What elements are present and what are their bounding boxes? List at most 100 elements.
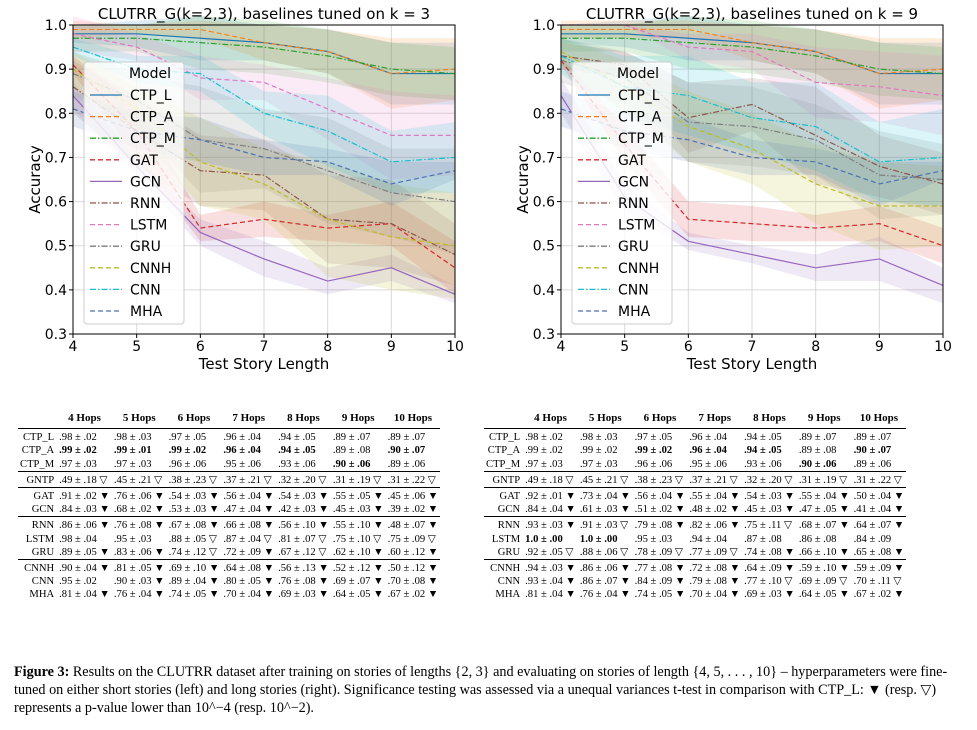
chart1-legend-label-rnn: RNN bbox=[618, 196, 649, 212]
table-cell: .96 ± .04 bbox=[689, 445, 727, 457]
table-cell: .31 ± .22 ▽ bbox=[851, 470, 907, 488]
chart0-ytick-label: 0.6 bbox=[45, 195, 67, 211]
chart1-band-gat bbox=[561, 55, 943, 264]
results-table-left: 4 Hops 5 Hops 6 Hops 7 Hops 8 Hops 9 Hops 10 H… bbox=[18, 412, 441, 602]
chart1-title: CLUTRR_G(k=2,3), baselines tuned on k = … bbox=[586, 5, 918, 24]
table-cell: .67 ± .02 ▼ bbox=[387, 589, 439, 601]
chart0-band-ctp-m bbox=[73, 16, 455, 101]
chart-left-svg: 4 5 6 7 8 9 10 0.3 0.4 0.5 0.6 0.7 0.8 0.9 1.0 CLUTRR_G… bbox=[26, 5, 464, 373]
table-cell: .93 ± .04 ▼ bbox=[525, 576, 576, 588]
chart1-legend: Model CTP_L CTP_A CTP_M GAT GCN RNN LSTM GRU CNNH… bbox=[571, 61, 673, 325]
table-row: LSTM .98 ± .04 .95 ± .03 .88 ± .05 ▽ .87 ± .… bbox=[18, 533, 440, 546]
table-cell: .70 ± .04 ▼ bbox=[223, 589, 275, 601]
table-row: CNN .93 ± .04 ▼ .86 ± .07 ▼ .84 ± .09 ▼ .79 … bbox=[484, 575, 906, 588]
chart1-xlabel: Test Story Length bbox=[686, 355, 817, 373]
chart1-legend-label-ctp-m: CTP_M bbox=[618, 131, 664, 147]
table-cell: .93 ± .06 bbox=[278, 458, 316, 470]
chart0-legend-label-mha: MHA bbox=[130, 304, 163, 320]
chart1-band-ctp-l bbox=[561, 16, 943, 105]
chart0-band-lstm bbox=[73, 16, 455, 180]
chart0-legend-box bbox=[83, 61, 185, 325]
chart1-band-ctp-a bbox=[561, 20, 943, 109]
table-cell: .52 ± .12 ▼ bbox=[330, 559, 386, 576]
table-row-label: CNN bbox=[31, 576, 55, 588]
chart0-legend-label-ctp-m: CTP_M bbox=[130, 131, 176, 147]
chart1-ytick-label: 0.5 bbox=[533, 239, 555, 255]
table-row-label: GRU bbox=[497, 546, 521, 558]
table-row: CTP_A .99 ± .02 .99 ± .02 .99 ± .02 .96 ± .0… bbox=[484, 444, 906, 457]
table-cell: .69 ± .03 ▼ bbox=[744, 589, 795, 601]
table1-header-cell: 7 Hops bbox=[687, 412, 743, 430]
table-row-label: MHA bbox=[495, 589, 521, 601]
table-row: RNN .86 ± .06 ▼ .76 ± .08 ▼ .67 ± .08 ▼ .66 … bbox=[18, 516, 441, 533]
table-cell: .76 ± .08 ▼ bbox=[111, 516, 167, 533]
chart0-legend-label-ctp-l: CTP_L bbox=[130, 88, 172, 104]
table-cell: .81 ± .07 ▽ bbox=[278, 533, 327, 545]
table-cell: .73 ± .04 ▼ bbox=[577, 487, 633, 504]
chart1-line-ctp-a bbox=[561, 28, 944, 75]
chart1-xtick-label: 7 bbox=[748, 339, 757, 355]
chart0-band-ctp-l bbox=[73, 16, 455, 105]
table-cell: .84 ± .04 ▼ bbox=[525, 504, 576, 516]
table-cell: .72 ± .08 ▼ bbox=[687, 559, 743, 576]
chart0-legend-label-lstm: LSTM bbox=[130, 218, 167, 234]
table-cell: .66 ± .10 ▼ bbox=[798, 546, 850, 558]
table-cell: .50 ± .04 ▼ bbox=[851, 487, 907, 504]
table0-header-cell: 4 Hops bbox=[57, 412, 112, 430]
table-cell: .45 ± .06 ▼ bbox=[385, 487, 441, 504]
table-cell: .87 ± .04 ▽ bbox=[223, 533, 272, 545]
table-row-label: CTP_A bbox=[21, 445, 55, 457]
table-cell: .47 ± .05 ▼ bbox=[798, 504, 850, 516]
table-cell: .77 ± .10 ▽ bbox=[744, 576, 793, 588]
table-cell: .68 ± .02 ▼ bbox=[113, 504, 165, 516]
table-cell: .82 ± .06 ▼ bbox=[687, 516, 743, 533]
chart0-ylabel: Accuracy bbox=[26, 145, 44, 214]
table-cell: .98 ± .02 bbox=[523, 428, 578, 445]
table-cell: .32 ± .20 ▽ bbox=[742, 470, 797, 488]
chart0-legend-label-cnnh: CNNH bbox=[130, 261, 171, 277]
table-cell: .86 ± .06 ▼ bbox=[57, 516, 112, 533]
table-cell: .31 ± .22 ▽ bbox=[385, 470, 441, 488]
table-cell: .68 ± .07 ▼ bbox=[796, 516, 852, 533]
table-cell: .90 ± .07 bbox=[853, 445, 892, 457]
chart0-legend-label-gru: GRU bbox=[130, 239, 161, 255]
table-cell: .59 ± .10 ▼ bbox=[796, 559, 852, 576]
table-cell: .49 ± .18 ▽ bbox=[523, 470, 578, 488]
chart0-legend: Model CTP_L CTP_A CTP_M GAT GCN RNN LSTM GRU CNNH… bbox=[83, 61, 185, 325]
table-cell: .69 ± .07 ▼ bbox=[332, 576, 384, 588]
table-cell: .89 ± .07 bbox=[385, 428, 441, 445]
table-cell: .39 ± .02 ▼ bbox=[387, 504, 439, 516]
table-cell: .89 ± .04 ▼ bbox=[168, 576, 220, 588]
table-cell: .96 ± .04 bbox=[687, 428, 743, 445]
table-cell: .95 ± .02 bbox=[59, 576, 97, 588]
table-cell: .76 ± .06 ▼ bbox=[111, 487, 167, 504]
table-cell: .78 ± .09 ▽ bbox=[634, 546, 684, 558]
table-cell: .74 ± .08 ▼ bbox=[744, 546, 795, 558]
table1-header-cell bbox=[484, 412, 524, 430]
results-table-right: 4 Hops 5 Hops 6 Hops 7 Hops 8 Hops 9 Hops 10 H… bbox=[484, 412, 907, 602]
table-row: GNTP .49 ± .18 ▽ .45 ± .21 ▽ .38 ± .23 ▽ .37… bbox=[18, 470, 441, 488]
table-cell: .95 ± .06 bbox=[689, 458, 727, 470]
table-cell: .72 ± .09 ▼ bbox=[223, 546, 275, 558]
table-cell: .94 ± .04 bbox=[689, 533, 727, 545]
chart0-ytick-label: 1.0 bbox=[45, 18, 67, 34]
table-cell: .54 ± .03 ▼ bbox=[166, 487, 222, 504]
chart0-xtick-label: 8 bbox=[323, 339, 332, 355]
table-cell: .94 ± .05 bbox=[744, 445, 782, 457]
chart0-ytick-label: 0.9 bbox=[45, 62, 67, 78]
table-cell: .86 ± .06 ▼ bbox=[577, 559, 633, 576]
chart1-xtick-label: 5 bbox=[620, 339, 629, 355]
table-cell: .88 ± .05 ▽ bbox=[168, 533, 218, 545]
table-cell: .86 ± .08 bbox=[798, 533, 837, 545]
table-cell: .81 ± .04 ▼ bbox=[525, 589, 576, 601]
table-cell: .99 ± .02 bbox=[59, 445, 97, 457]
table-row-label: GNTP bbox=[18, 470, 58, 488]
table-cell: .97 ± .03 bbox=[59, 458, 97, 470]
table-cell: .93 ± .03 ▼ bbox=[523, 516, 578, 533]
table-cell: .91 ± .02 ▼ bbox=[57, 487, 112, 504]
chart0-xlabel: Test Story Length bbox=[198, 355, 329, 373]
table-cell: .53 ± .03 ▼ bbox=[168, 504, 220, 516]
table-cell: .79 ± .08 ▼ bbox=[689, 576, 741, 588]
table1-header-row: 4 Hops 5 Hops 6 Hops 7 Hops 8 Hops 9 Hops 10 H… bbox=[484, 412, 907, 430]
table-cell: .55 ± .05 ▼ bbox=[330, 487, 386, 504]
